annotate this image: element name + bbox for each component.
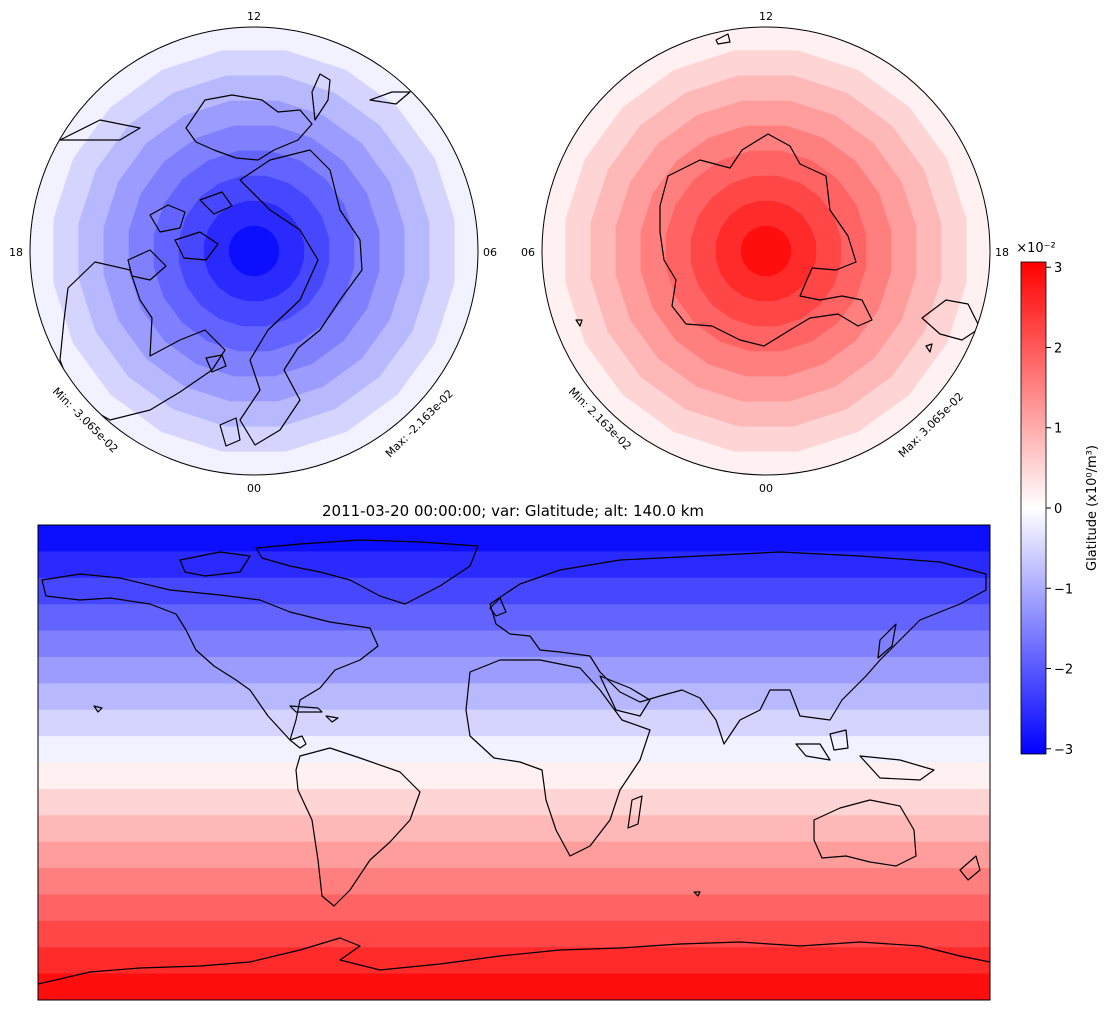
global-map-border bbox=[37, 524, 991, 1001]
latitude-band bbox=[38, 709, 990, 737]
north-coastlines bbox=[59, 73, 411, 447]
global-map bbox=[37, 524, 991, 1001]
contour-ring bbox=[228, 225, 280, 277]
colorbar-tick-label: 2 bbox=[1054, 341, 1062, 356]
latitude-band bbox=[38, 683, 990, 711]
latitude-band bbox=[38, 656, 990, 684]
colorbar-tick-label: −1 bbox=[1054, 582, 1073, 597]
north-label-bottom: 00 bbox=[247, 482, 261, 495]
latitude-band bbox=[38, 577, 990, 605]
south-label-top: 12 bbox=[759, 10, 773, 23]
latitude-band bbox=[38, 788, 990, 816]
latitude-band bbox=[38, 841, 990, 869]
south-label-bottom: 00 bbox=[759, 482, 773, 495]
colorbar-tick-label: 1 bbox=[1054, 422, 1062, 437]
south-label-left: 06 bbox=[521, 246, 535, 259]
latitude-band bbox=[38, 973, 990, 1000]
latitude-band bbox=[38, 762, 990, 790]
colorbar-tick-label: 3 bbox=[1054, 261, 1062, 276]
contour-ring bbox=[740, 225, 792, 277]
colorbar-exponent: ×10⁻² bbox=[1016, 241, 1056, 256]
colorbar: 3 2 1 0 −1 −2 −3 ×10⁻² Glatitude (x10⁰/m³) bbox=[1016, 241, 1100, 758]
colorbar-gradient bbox=[1020, 261, 1047, 755]
latitude-band bbox=[38, 525, 990, 552]
latitude-bands bbox=[38, 525, 990, 1000]
colorbar-ticks: 3 2 1 0 −1 −2 −3 bbox=[1046, 261, 1073, 758]
latitude-band bbox=[38, 630, 990, 658]
north-map-border bbox=[29, 26, 479, 476]
south-polar-map: 12 06 18 00 Min: 2.163e-02 Max: 3.065e-0… bbox=[521, 10, 1009, 495]
colorbar-tick-label: 0 bbox=[1054, 502, 1062, 517]
north-label-right: 06 bbox=[483, 246, 497, 259]
south-label-right: 18 bbox=[995, 246, 1009, 259]
latitude-band bbox=[38, 920, 990, 948]
colorbar-tick-label: −2 bbox=[1054, 663, 1073, 678]
latitude-band bbox=[38, 815, 990, 843]
colorbar-label: Glatitude (x10⁰/m³) bbox=[1085, 445, 1100, 571]
latitude-band bbox=[38, 894, 990, 922]
map-title: 2011-03-20 00:00:00; var: Glatitude; alt… bbox=[322, 502, 704, 520]
latitude-band bbox=[38, 604, 990, 632]
south-contour-rings bbox=[542, 27, 990, 475]
latitude-band bbox=[38, 868, 990, 895]
global-coastlines bbox=[38, 539, 990, 985]
north-label-left: 18 bbox=[9, 246, 23, 259]
latitude-band bbox=[38, 947, 990, 975]
north-polar-map: 12 18 06 00 Min: -3.065e-02 Max: -2.163e… bbox=[9, 10, 497, 495]
north-contour-rings bbox=[30, 27, 478, 475]
north-label-top: 12 bbox=[247, 10, 261, 23]
colorbar-tick-label: −3 bbox=[1054, 743, 1073, 758]
south-map-border bbox=[541, 26, 991, 476]
